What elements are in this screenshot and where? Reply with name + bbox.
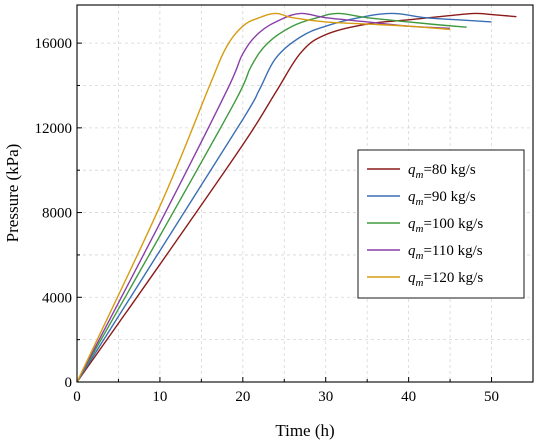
legend-label-subscript: m	[416, 250, 424, 262]
series-line	[76, 12, 451, 383]
y-tick-label: 8000	[42, 206, 72, 222]
plot-frame	[76, 4, 534, 383]
y-axis-label: Pressure (kPa)	[3, 144, 22, 243]
x-tick-label: 0	[73, 389, 81, 405]
legend-box	[357, 149, 525, 299]
x-tick-label: 10	[152, 389, 167, 405]
series-line	[76, 12, 492, 383]
legend-label-symbol: q	[408, 162, 416, 178]
legend-label-value: =120 kg/s	[423, 270, 483, 286]
axis-ticks: 0 10 20 30 40 50 0 4000 8000 12000 16000	[35, 36, 500, 405]
legend-label-symbol: q	[408, 270, 416, 286]
x-axis-label: Time (h)	[275, 421, 334, 440]
series-line	[76, 12, 467, 383]
x-tick-label: 40	[401, 389, 416, 405]
legend-label-symbol: q	[408, 189, 416, 205]
y-tick-label: 0	[65, 375, 73, 391]
series-line	[76, 12, 517, 383]
y-tick-label: 4000	[42, 290, 72, 306]
x-tick-label: 50	[484, 389, 499, 405]
legend-label-subscript: m	[416, 169, 424, 181]
legend-label-subscript: m	[416, 277, 424, 289]
legend-label: qm=100 kg/s	[408, 216, 483, 235]
legend-label-value: =80 kg/s	[423, 162, 475, 178]
series-line	[76, 12, 451, 383]
legend-label: qm=80 kg/s	[408, 162, 476, 181]
legend-label-subscript: m	[416, 223, 424, 235]
legend-label: qm=110 kg/s	[408, 243, 483, 262]
y-tick-label: 12000	[35, 121, 73, 137]
legend-label: qm=90 kg/s	[408, 189, 476, 208]
legend-label-symbol: q	[408, 243, 416, 259]
x-tick-label: 30	[318, 389, 333, 405]
y-tick-label: 16000	[35, 36, 73, 52]
series-lines	[76, 12, 517, 383]
legend-label-symbol: q	[408, 216, 416, 232]
legend: qm=80 kg/sqm=90 kg/sqm=100 kg/sqm=110 kg…	[357, 149, 525, 299]
legend-label-value: =110 kg/s	[423, 243, 482, 259]
legend-label-subscript: m	[416, 196, 424, 208]
x-tick-label: 20	[235, 389, 250, 405]
legend-label: qm=120 kg/s	[408, 270, 483, 289]
legend-label-value: =100 kg/s	[423, 216, 483, 232]
legend-label-value: =90 kg/s	[423, 189, 475, 205]
